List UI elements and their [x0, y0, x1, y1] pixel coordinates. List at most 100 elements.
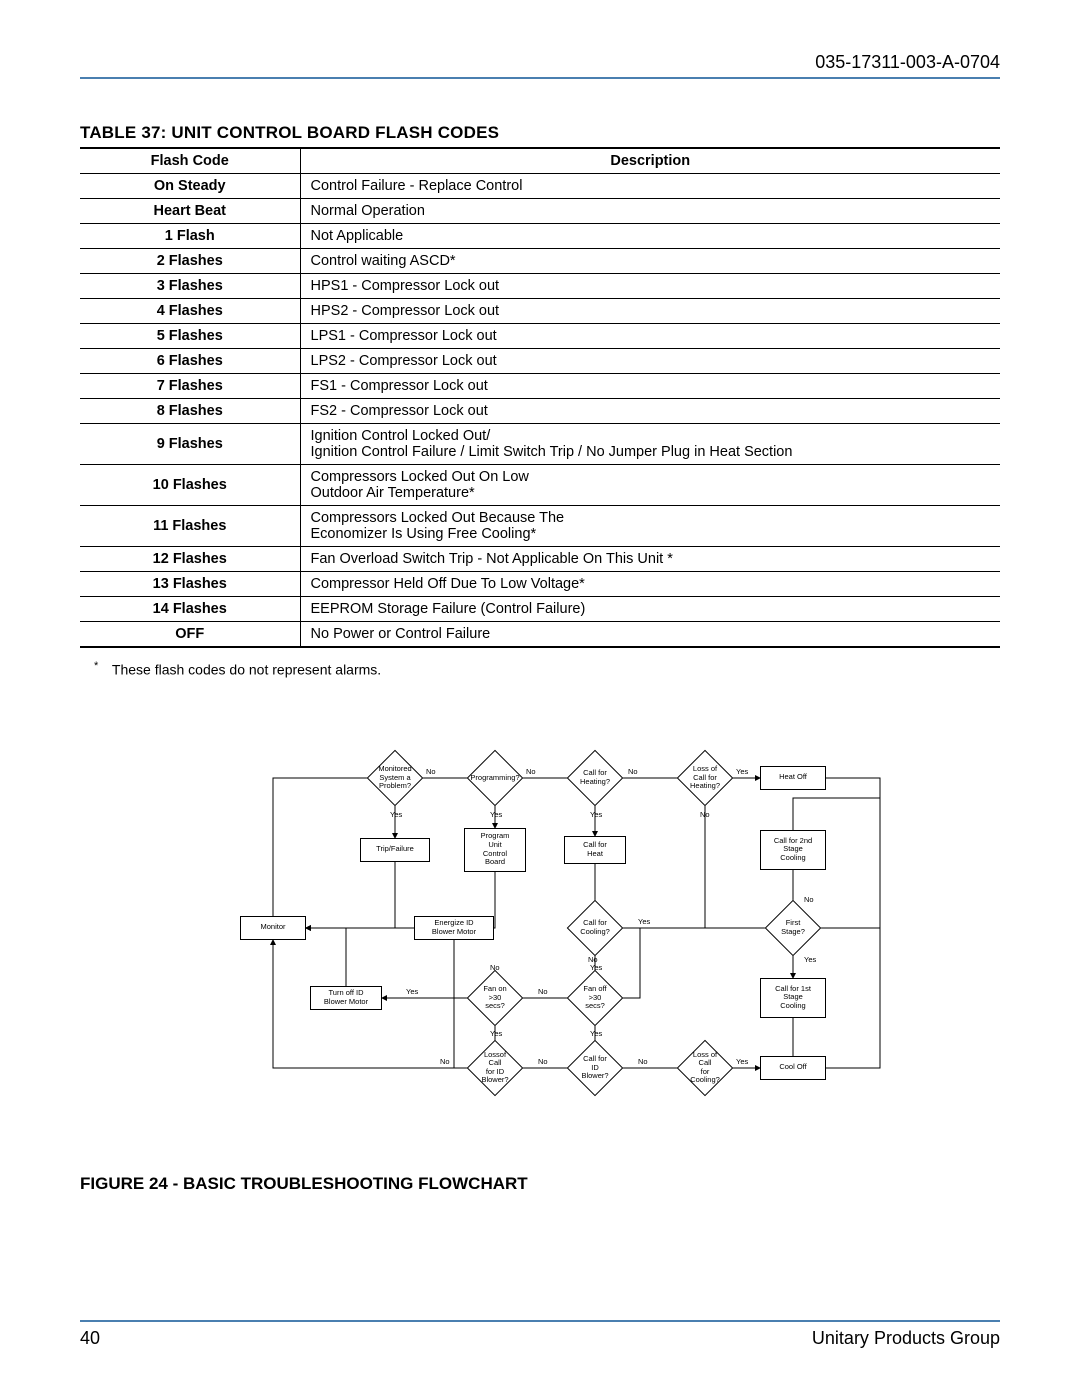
description-cell: Compressor Held Off Due To Low Voltage* — [300, 572, 1000, 597]
footer-rule — [80, 1320, 1000, 1322]
flow-edge-label: No — [700, 811, 710, 820]
flow-node-fanoff: Fan off >30 secs? — [575, 978, 615, 1018]
description-cell: Not Applicable — [300, 224, 1000, 249]
flow-edge-label: Yes — [406, 988, 418, 997]
table-row: 3 FlashesHPS1 - Compressor Lock out — [80, 274, 1000, 299]
flash-code-cell: 9 Flashes — [80, 424, 300, 465]
table-row: 13 FlashesCompressor Held Off Due To Low… — [80, 572, 1000, 597]
description-cell: FS1 - Compressor Lock out — [300, 374, 1000, 399]
flash-codes-table: Flash Code Description On SteadyControl … — [80, 147, 1000, 648]
col-header-desc: Description — [300, 148, 1000, 174]
flow-node-cooloff: Cool Off — [760, 1056, 826, 1080]
table-row: 14 FlashesEEPROM Storage Failure (Contro… — [80, 597, 1000, 622]
flow-edge-label: Yes — [804, 956, 816, 965]
flow-edge-label: Yes — [490, 811, 502, 820]
flow-edge-label: Yes — [590, 964, 602, 973]
flow-node-programming: Programming? — [475, 758, 515, 798]
flash-code-cell: 1 Flash — [80, 224, 300, 249]
flow-node-tripfail: Trip/Failure — [360, 838, 430, 862]
flash-code-cell: 6 Flashes — [80, 349, 300, 374]
flow-node-turnoff: Turn off ID Blower Motor — [310, 986, 382, 1010]
flow-node-losscallid: Lossof Call for ID Blower? — [475, 1048, 515, 1088]
flow-node-losscool: Loss of Call for Cooling? — [685, 1048, 725, 1088]
flow-edge-label: No — [426, 768, 436, 777]
description-cell: HPS1 - Compressor Lock out — [300, 274, 1000, 299]
flash-code-cell: 14 Flashes — [80, 597, 300, 622]
flash-code-cell: On Steady — [80, 174, 300, 199]
flash-code-cell: 2 Flashes — [80, 249, 300, 274]
doc-id: 035-17311-003-A-0704 — [80, 52, 1000, 73]
table-row: 1 FlashNot Applicable — [80, 224, 1000, 249]
table-row: 11 FlashesCompressors Locked Out Because… — [80, 506, 1000, 547]
table-row: 8 FlashesFS2 - Compressor Lock out — [80, 399, 1000, 424]
flow-edge-label: No — [526, 768, 536, 777]
flow-edge-label: No — [804, 896, 814, 905]
flow-node-lossheat: Loss of Call for Heating? — [685, 758, 725, 798]
description-cell: Control Failure - Replace Control — [300, 174, 1000, 199]
flow-edge-label: No — [538, 988, 548, 997]
flow-edge-label: No — [440, 1058, 450, 1067]
flow-node-fanon: Fan on >30 secs? — [475, 978, 515, 1018]
flow-node-callcool: Call for Cooling? — [575, 908, 615, 948]
flow-edge-label: Yes — [490, 1030, 502, 1039]
description-cell: Ignition Control Locked Out/ Ignition Co… — [300, 424, 1000, 465]
flash-code-cell: 3 Flashes — [80, 274, 300, 299]
flash-code-cell: 8 Flashes — [80, 399, 300, 424]
description-cell: HPS2 - Compressor Lock out — [300, 299, 1000, 324]
flash-code-cell: OFF — [80, 622, 300, 648]
table-row: 2 FlashesControl waiting ASCD* — [80, 249, 1000, 274]
footnote-star-icon: * — [94, 660, 98, 672]
table-row: 4 FlashesHPS2 - Compressor Lock out — [80, 299, 1000, 324]
description-cell: EEPROM Storage Failure (Control Failure) — [300, 597, 1000, 622]
flow-node-monitored: Monitored System a Problem? — [375, 758, 415, 798]
flash-code-cell: 4 Flashes — [80, 299, 300, 324]
flow-node-callid: Call for ID Blower? — [575, 1048, 615, 1088]
flash-code-cell: 5 Flashes — [80, 324, 300, 349]
flow-node-monitor: Monitor — [240, 916, 306, 940]
footnote-text: These flash codes do not represent alarm… — [112, 662, 381, 678]
table-row: 7 FlashesFS1 - Compressor Lock out — [80, 374, 1000, 399]
flow-edge-label: No — [490, 964, 500, 973]
flow-node-callforheat: Call for Heat — [564, 836, 626, 864]
flow-edge-label: Yes — [590, 1030, 602, 1039]
table-row: 10 FlashesCompressors Locked Out On Low … — [80, 465, 1000, 506]
description-cell: Normal Operation — [300, 199, 1000, 224]
flow-node-programunit: Program Unit Control Board — [464, 828, 526, 872]
header-rule — [80, 77, 1000, 79]
footer-right: Unitary Products Group — [812, 1328, 1000, 1349]
troubleshooting-flowchart: Monitored System a Problem? Programming? C… — [180, 728, 900, 1148]
flash-code-cell: 7 Flashes — [80, 374, 300, 399]
flow-edge-label: No — [538, 1058, 548, 1067]
table-title: TABLE 37: UNIT CONTROL BOARD FLASH CODES — [80, 123, 1000, 143]
flow-node-energize: Energize ID Blower Motor — [414, 916, 494, 940]
page-number: 40 — [80, 1328, 100, 1349]
flow-edge-label: Yes — [736, 768, 748, 777]
table-row: 12 FlashesFan Overload Switch Trip - Not… — [80, 547, 1000, 572]
table-row: 6 FlashesLPS2 - Compressor Lock out — [80, 349, 1000, 374]
flash-code-cell: 11 Flashes — [80, 506, 300, 547]
description-cell: LPS2 - Compressor Lock out — [300, 349, 1000, 374]
page-footer: 40 Unitary Products Group — [80, 1320, 1000, 1349]
table-row: 5 FlashesLPS1 - Compressor Lock out — [80, 324, 1000, 349]
flow-node-call1cool: Call for 1st Stage Cooling — [760, 978, 826, 1018]
col-header-code: Flash Code — [80, 148, 300, 174]
flow-edge-label: Yes — [638, 918, 650, 927]
flow-node-heatoff: Heat Off — [760, 766, 826, 790]
description-cell: No Power or Control Failure — [300, 622, 1000, 648]
flow-edge-label: Yes — [590, 811, 602, 820]
description-cell: LPS1 - Compressor Lock out — [300, 324, 1000, 349]
page-header: 035-17311-003-A-0704 — [80, 52, 1000, 79]
figure-title: FIGURE 24 - BASIC TROUBLESHOOTING FLOWCH… — [80, 1174, 1000, 1194]
flow-edge-label: No — [628, 768, 638, 777]
description-cell: FS2 - Compressor Lock out — [300, 399, 1000, 424]
flow-node-firststage: First Stage? — [773, 908, 813, 948]
description-cell: Compressors Locked Out Because The Econo… — [300, 506, 1000, 547]
flow-node-callheat: Call for Heating? — [575, 758, 615, 798]
table-row: On SteadyControl Failure - Replace Contr… — [80, 174, 1000, 199]
flash-code-cell: 13 Flashes — [80, 572, 300, 597]
description-cell: Control waiting ASCD* — [300, 249, 1000, 274]
table-row: 9 FlashesIgnition Control Locked Out/ Ig… — [80, 424, 1000, 465]
flash-code-cell: Heart Beat — [80, 199, 300, 224]
table-row: OFFNo Power or Control Failure — [80, 622, 1000, 648]
description-cell: Compressors Locked Out On Low Outdoor Ai… — [300, 465, 1000, 506]
